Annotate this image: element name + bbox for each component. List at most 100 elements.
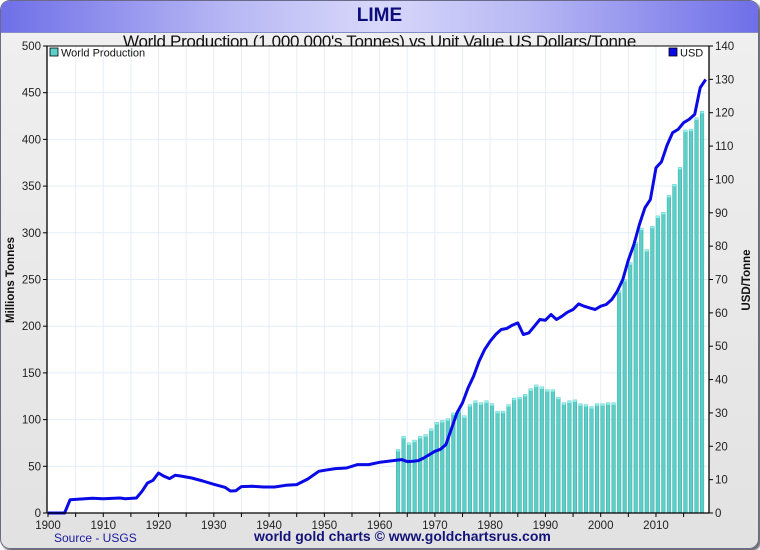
credit-link[interactable]: world gold charts © www.goldchartsrus.co… [254, 528, 551, 544]
y2-tick-label: 130 [715, 74, 734, 86]
bar-top [694, 117, 699, 120]
source-note: Source - USGS [54, 531, 137, 545]
y2-tick-label: 140 [715, 41, 734, 53]
bar-body [650, 226, 655, 514]
bar-1979 [484, 400, 489, 514]
bar-1981 [495, 410, 500, 514]
y-tick-label: 100 [22, 415, 41, 427]
x-tick-label: 1960 [367, 520, 393, 532]
x-tick-label: 1970 [422, 520, 448, 532]
bar-body [534, 384, 539, 514]
bar-1983 [506, 404, 511, 514]
legend-world-production[interactable]: World Production [49, 47, 145, 60]
bar-body [501, 410, 506, 514]
y2-tick-label: 70 [715, 275, 728, 287]
bar-body [462, 415, 467, 514]
bar-1967 [418, 436, 423, 514]
bar-body [672, 183, 677, 514]
bar-top [556, 397, 561, 400]
y-tick-label: 250 [22, 275, 41, 287]
y2-tick-label: 90 [715, 208, 728, 220]
bar-2011 [661, 212, 666, 514]
bar-body [633, 241, 638, 514]
bar-1964 [401, 436, 406, 514]
bar-top [501, 411, 505, 414]
bar-body [589, 406, 594, 514]
bar-2007 [639, 227, 644, 514]
bar-1988 [534, 384, 539, 514]
y2-tick-label: 60 [715, 308, 728, 320]
y-tick-label: 450 [22, 88, 41, 100]
bar-top [396, 449, 400, 452]
y2-axis-label: USD/Tonne [741, 249, 753, 310]
bar-body [412, 439, 417, 514]
bar-body [495, 410, 500, 514]
bar-2001 [606, 402, 611, 514]
bar-2004 [622, 279, 627, 514]
bar-body [611, 402, 616, 514]
bar-1975 [462, 415, 467, 514]
y2-tick-label: 50 [715, 341, 728, 353]
bar-body [572, 399, 577, 514]
bar-top [611, 402, 616, 405]
y-tick-label: 50 [28, 461, 41, 473]
bar-body [550, 389, 555, 514]
bar-top [528, 388, 533, 391]
bar-top [589, 406, 594, 409]
bar-body [401, 436, 406, 514]
bar-body [578, 403, 583, 514]
bar-2006 [633, 241, 638, 514]
bar-body [484, 400, 489, 514]
y-tick-label: 0 [35, 508, 41, 520]
bar-top [512, 398, 516, 401]
bar-2005 [628, 262, 633, 514]
bar-body [606, 402, 611, 514]
bar-top [578, 403, 583, 406]
bar-top [451, 413, 456, 416]
bar-top [667, 195, 671, 198]
bar-body [666, 195, 671, 514]
x-tick-label: 1950 [312, 520, 338, 532]
left-axis-ticks: 0 50 100 150 200 250 300 350 400 450 500 [22, 41, 47, 520]
x-tick-label: 1930 [201, 520, 227, 532]
bar-top [551, 389, 555, 392]
x-axis-ticks: 1900 1910 1920 1930 1940 1950 1960 1970 1980 1990… [35, 513, 685, 532]
y-axis-label: Millions Tonnes [5, 237, 17, 323]
x-tick-label: 2010 [643, 520, 669, 532]
y-tick-label: 300 [22, 228, 41, 240]
bar-1969 [429, 428, 434, 514]
legend-swatch-production [49, 47, 59, 57]
legend-label-production: World Production [61, 48, 145, 60]
bar-top [462, 415, 467, 418]
bar-body [556, 396, 561, 514]
bar-2002 [611, 402, 616, 514]
bar-1966 [412, 439, 417, 514]
right-axis-ticks: 0 10 20 30 40 50 60 70 80 90 100 110 120 130 140 [709, 41, 734, 520]
bar-top [479, 402, 483, 405]
bar-top [573, 399, 577, 402]
bar-2016 [688, 128, 694, 514]
bar-1999 [594, 403, 600, 514]
bar-body [473, 400, 478, 514]
bar-top [468, 404, 472, 407]
bar-1998 [589, 406, 594, 514]
bar-body [418, 436, 423, 514]
bar-2008 [644, 249, 649, 514]
bar-top [423, 434, 428, 437]
bar-1992 [556, 396, 561, 514]
y-tick-label: 500 [22, 41, 41, 53]
legend-swatch-usd [668, 47, 678, 57]
y-tick-label: 150 [22, 368, 41, 380]
legend-usd[interactable]: USD [668, 47, 703, 60]
bar-top [700, 111, 704, 114]
bar-body [644, 249, 649, 514]
y2-tick-label: 110 [715, 141, 733, 153]
x-tick-label: 1980 [477, 520, 503, 532]
bar-top [622, 279, 627, 282]
bar-2009 [650, 226, 655, 514]
bar-body [423, 434, 428, 514]
bar-top [683, 130, 688, 133]
bar-top [678, 167, 682, 170]
bar-top [639, 228, 644, 231]
bar-2003 [617, 290, 622, 514]
